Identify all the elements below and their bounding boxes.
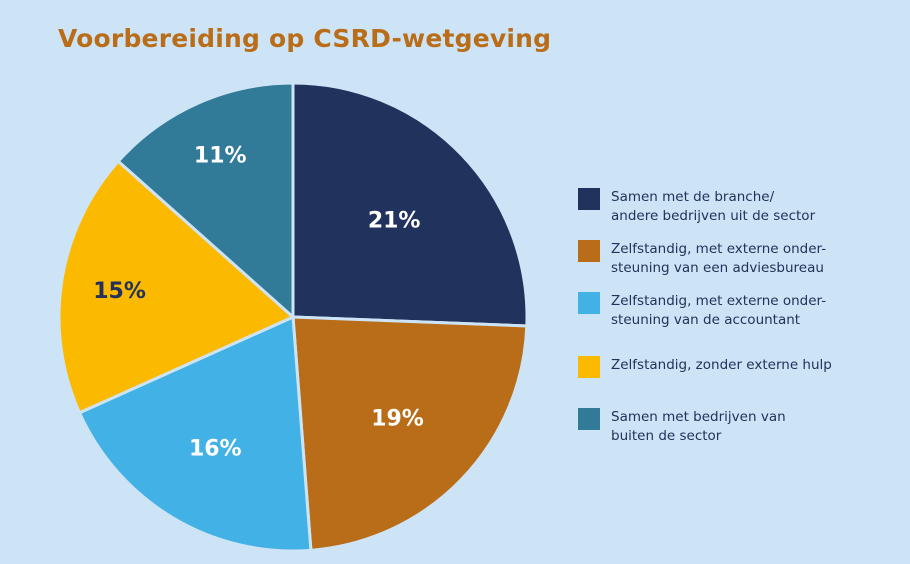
legend-label: Zelfstandig, zonder externe hulp — [611, 356, 881, 375]
pie-chart: 21% 19% 16% 15% 11% — [57, 81, 529, 553]
legend-label: Zelfstandig, met externe onder-steuning … — [611, 240, 881, 278]
pie-label-1: 21% — [368, 209, 421, 234]
legend-item-5: Samen met bedrijven van buiten de sector — [578, 408, 881, 446]
legend-label-line: andere bedrijven uit de sector — [611, 208, 816, 224]
legend-swatch — [578, 188, 600, 210]
pie-label-3: 16% — [189, 437, 242, 462]
legend-swatch — [578, 292, 600, 314]
pie-slice-2 — [291, 315, 529, 552]
legend-label-line: Samen met de branche/ — [611, 189, 775, 205]
legend-label-line: Zelfstandig, met externe onder- — [611, 241, 827, 257]
legend-label-line: Zelfstandig, met externe onder- — [611, 293, 827, 309]
legend-swatch — [578, 356, 600, 378]
legend-swatch — [578, 408, 600, 430]
legend-item-4: Zelfstandig, zonder externe hulp — [578, 356, 881, 378]
pie-slice-1 — [291, 81, 529, 328]
pie-label-4: 15% — [93, 279, 146, 304]
legend-label: Samen met bedrijven van buiten de sector — [611, 408, 881, 446]
legend-label-line: Zelfstandig, zonder externe hulp — [611, 357, 832, 373]
chart-title: Voorbereiding op CSRD-wetgeving — [58, 24, 552, 53]
legend-label: Samen met de branche/andere bedrijven ui… — [611, 188, 881, 226]
legend-label: Zelfstandig, met externe onder-steuning … — [611, 292, 881, 330]
legend-label-line: Samen met bedrijven van — [611, 409, 786, 425]
pie-slice-5 — [116, 81, 295, 319]
pie-slice-3 — [77, 315, 313, 553]
legend-item-3: Zelfstandig, met externe onder-steuning … — [578, 292, 881, 330]
legend-label-line: buiten de sector — [611, 428, 722, 444]
legend-label-line: steuning van een adviesbureau — [611, 260, 824, 276]
legend-label-line: steuning van de accountant — [611, 312, 801, 328]
legend-item-1: Samen met de branche/andere bedrijven ui… — [578, 188, 881, 226]
pie-slice-4 — [57, 159, 295, 415]
pie-label-2: 19% — [371, 407, 424, 432]
legend-swatch — [578, 240, 600, 262]
legend-item-2: Zelfstandig, met externe onder-steuning … — [578, 240, 881, 278]
pie-label-5: 11% — [194, 144, 247, 169]
